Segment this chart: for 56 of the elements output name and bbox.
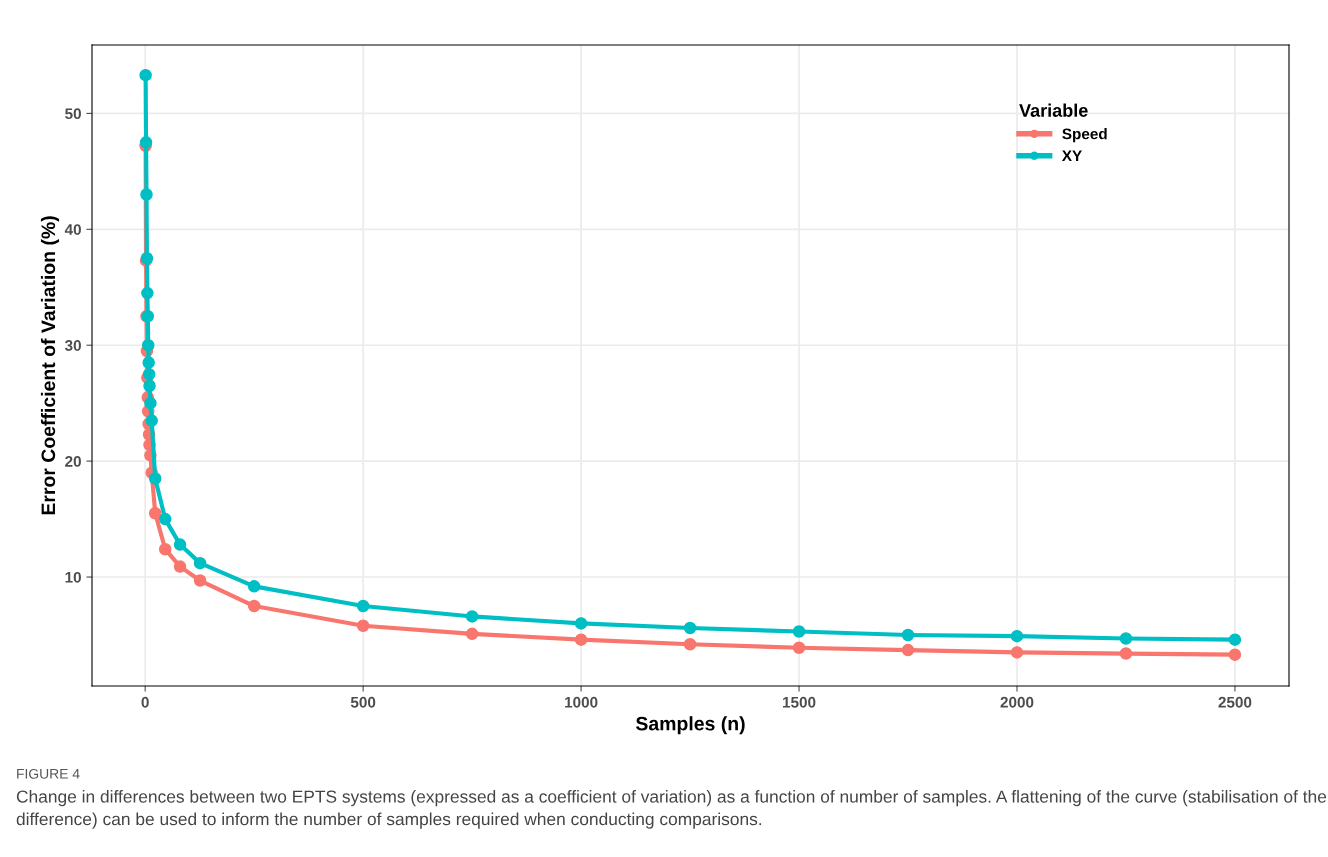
point <box>140 188 153 201</box>
y-tick-label: 30 <box>64 340 81 351</box>
point <box>792 625 806 638</box>
y-axis-title: Error Coefficient of Variation (%) <box>40 216 60 515</box>
point <box>142 367 156 381</box>
y-tick-label: 10 <box>65 571 81 583</box>
point <box>145 414 158 427</box>
point <box>141 338 155 352</box>
point <box>1119 632 1133 645</box>
x-tick-label: 500 <box>350 696 376 708</box>
point <box>143 379 156 393</box>
x-tick-label: 1000 <box>565 696 598 708</box>
y-tick-label: 20 <box>65 456 81 467</box>
legend-title: Variable <box>1019 103 1088 117</box>
point <box>173 538 187 551</box>
point <box>144 396 157 410</box>
point <box>141 286 154 300</box>
point <box>1228 633 1242 646</box>
point <box>356 619 370 632</box>
text: Change in differences between two EPTS systems (expressed as a coefficient of variation) as a function of number of samples. A flattening of the curve (stabilisation of the difference) can be used to inform the number of samples required when conducting comparisons. <box>16 790 1327 829</box>
point <box>139 68 152 82</box>
point <box>1228 648 1242 661</box>
point <box>465 610 479 623</box>
point <box>574 617 588 630</box>
point <box>148 507 162 520</box>
x-tick-label: 2000 <box>1000 696 1034 708</box>
point <box>148 472 162 485</box>
point <box>683 638 697 651</box>
point <box>574 633 588 646</box>
point <box>901 643 915 657</box>
point <box>247 580 261 593</box>
point <box>901 628 915 642</box>
x-tick-label: 2500 <box>1218 696 1252 708</box>
x-tick-label: 1500 <box>783 696 816 708</box>
point <box>792 641 806 654</box>
point <box>139 136 153 149</box>
point <box>1010 646 1024 659</box>
point <box>173 560 187 573</box>
point <box>1010 629 1024 643</box>
y-tick-label: 50 <box>65 108 81 120</box>
caption: FIGURE 4 <box>17 768 80 779</box>
point <box>158 542 172 556</box>
x-axis-title: Samples (n) <box>635 716 745 735</box>
point <box>193 574 207 587</box>
legend-label: Speed <box>1062 128 1107 143</box>
point <box>158 512 172 526</box>
legend-label: XY <box>1061 150 1082 162</box>
y-tick-label: 40 <box>64 224 81 235</box>
point <box>142 356 155 369</box>
point <box>1119 647 1133 660</box>
point <box>193 556 207 570</box>
point <box>247 599 261 613</box>
point <box>465 627 479 641</box>
point <box>356 599 370 613</box>
point <box>683 621 697 635</box>
x-tick-label: 0 <box>141 696 149 708</box>
